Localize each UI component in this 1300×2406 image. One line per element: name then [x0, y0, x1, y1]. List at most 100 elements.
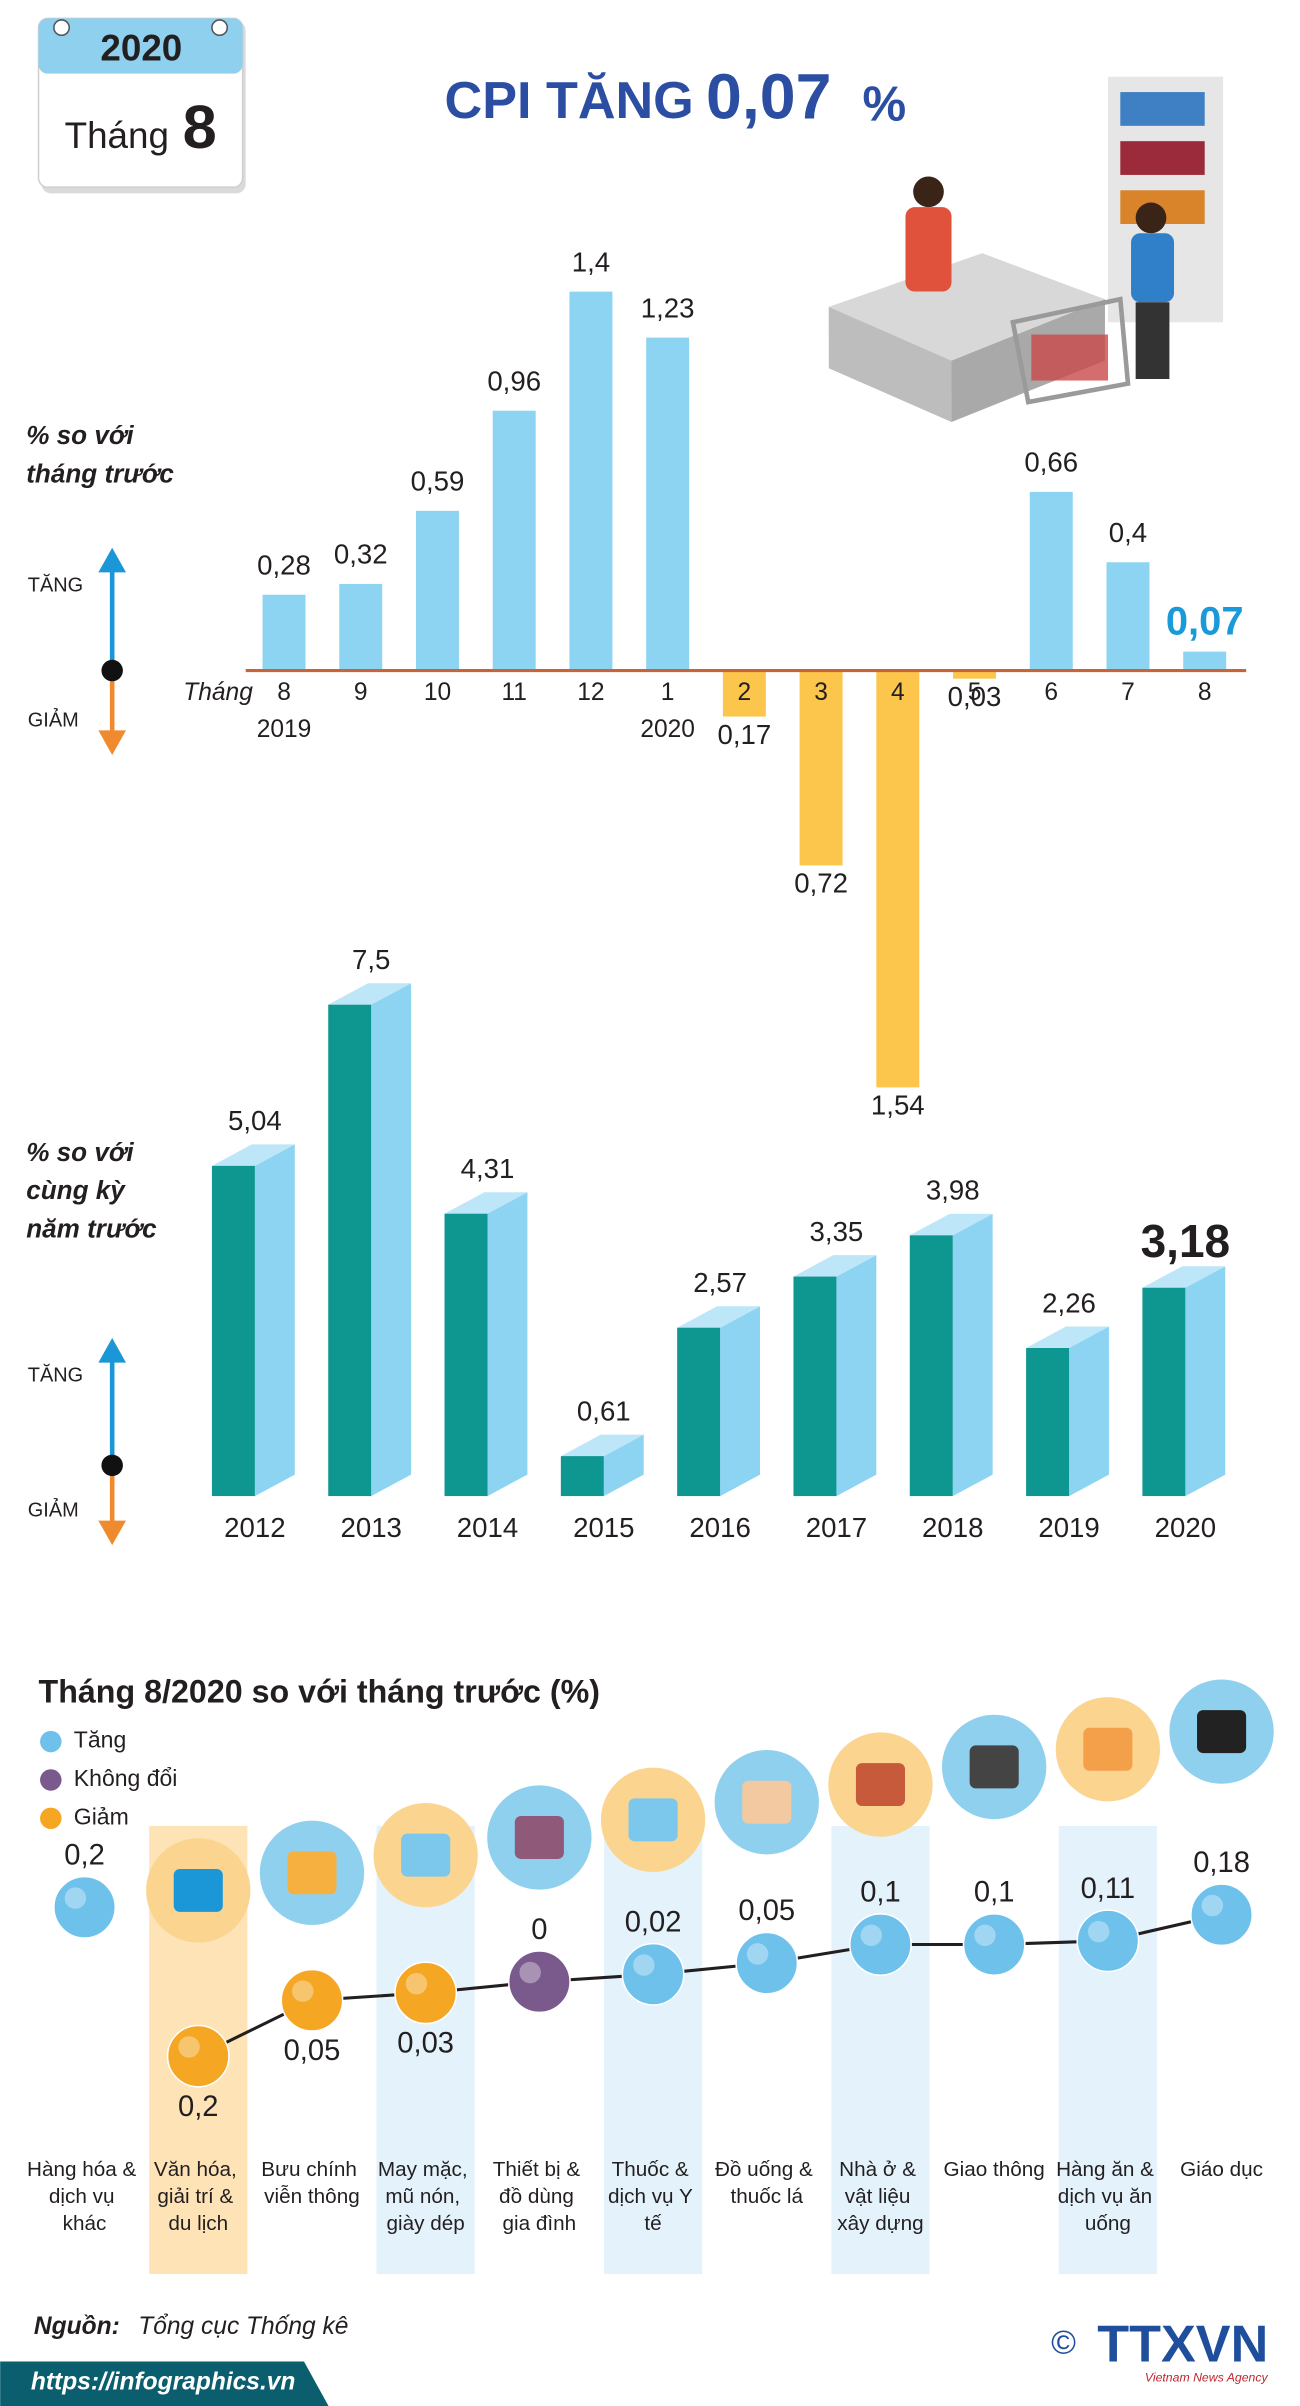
category-icon-glyph — [1197, 1710, 1247, 1754]
value-label: 1,54 — [871, 1090, 925, 1121]
bar-top — [677, 1306, 761, 1328]
dot-shine — [519, 1961, 541, 1984]
value-label: 0,59 — [411, 466, 465, 497]
url: https://infographics.vn — [31, 2368, 296, 2395]
bar — [1106, 562, 1150, 671]
category-icon-glyph — [742, 1780, 792, 1824]
chart-title: Tháng 8/2020 so với tháng trước (%) — [39, 1674, 600, 1710]
x-tick-label: 6 — [1044, 679, 1058, 706]
x-tick-label: 2 — [738, 679, 752, 706]
title-unit: % — [863, 77, 907, 131]
calendar-year: 2020 — [100, 27, 182, 68]
bar-side — [1069, 1326, 1109, 1497]
category-label: Đồ uống & thuốc lá — [715, 2159, 819, 2209]
x-axis-label: Tháng — [183, 679, 253, 706]
bar — [339, 583, 383, 671]
value-label: 0,2 — [64, 1839, 105, 1871]
category-label: Văn hóa, giải trí & du lịch — [154, 2159, 243, 2236]
dot-shine — [1087, 1920, 1110, 1943]
bar — [1026, 1348, 1070, 1497]
bar — [1029, 491, 1073, 671]
x-tick-label: 2016 — [689, 1512, 750, 1543]
category-icon-glyph — [173, 1868, 223, 1912]
bar — [876, 670, 920, 1088]
category-icon-glyph — [969, 1745, 1019, 1789]
up-label: TĂNG — [28, 573, 83, 596]
bar — [793, 1276, 837, 1497]
bar — [569, 291, 613, 671]
x-tick-label: 10 — [424, 679, 451, 706]
arrow-head — [98, 1520, 126, 1546]
x-tick-label: 2013 — [340, 1512, 401, 1543]
dot — [507, 1950, 571, 2014]
value-label: 0,02 — [625, 1906, 682, 1938]
copyright: © — [1051, 2324, 1076, 2362]
value-label: 0,05 — [738, 1895, 795, 1927]
bar — [646, 337, 690, 671]
agency: Vietnam News Agency — [1145, 2371, 1269, 2385]
source-label: Nguồn: — [34, 2313, 120, 2340]
dot — [394, 1961, 458, 2025]
legend-swatch — [40, 1807, 62, 1830]
dot-shine — [974, 1924, 996, 1947]
category-label: Bưu chính viễn thông — [261, 2159, 362, 2209]
category-icon-glyph — [855, 1763, 906, 1807]
bar-top — [444, 1192, 528, 1214]
y-axis-label: % so với — [26, 420, 134, 450]
bar — [722, 670, 766, 717]
column-highlight — [1058, 1825, 1157, 2275]
x-tick-label: 8 — [1198, 679, 1212, 706]
column-highlight — [603, 1825, 703, 2275]
category-icon-glyph — [628, 1798, 678, 1842]
value-label: 0,1 — [974, 1877, 1015, 1909]
bar-top — [560, 1434, 644, 1457]
dot — [280, 1968, 344, 2032]
value-label: 0,03 — [397, 2028, 454, 2060]
bar-side — [603, 1434, 644, 1497]
category-label: Thuốc & dịch vụ Y tế — [608, 2159, 698, 2236]
x-tick-label: 12 — [577, 679, 604, 706]
x-tick-label: 2012 — [224, 1512, 285, 1543]
connector-line — [197, 1913, 1222, 2058]
y-axis-label: năm trước — [26, 1214, 157, 1244]
x-tick-label: 4 — [891, 679, 905, 706]
legend-label: Giảm — [74, 1803, 129, 1829]
bar-side — [371, 983, 412, 1497]
bar — [909, 1235, 953, 1497]
value-label: 4,31 — [461, 1153, 515, 1184]
arrow-dot — [101, 659, 123, 682]
bar — [492, 410, 536, 671]
dot — [735, 1931, 799, 1995]
category-label: Hàng hóa & dịch vụ khác — [27, 2159, 142, 2236]
bar-top — [211, 1144, 295, 1166]
category-icon-glyph — [1083, 1727, 1133, 1771]
x-tick-label: 9 — [354, 679, 368, 706]
value-label: 0,11 — [1081, 1873, 1136, 1905]
logo: TTXVN — [1097, 2315, 1268, 2373]
dot-shine — [405, 1972, 428, 1995]
dot — [962, 1913, 1026, 1976]
x-tick-label: 11 — [501, 679, 526, 706]
dot-shine — [633, 1954, 655, 1976]
category-icon-glyph — [401, 1833, 451, 1877]
calendar-ring — [53, 19, 70, 37]
value-label: 0,66 — [1024, 447, 1078, 478]
category-label: Giáo dục — [1180, 2159, 1263, 2182]
dot-shine — [746, 1943, 769, 1965]
dot — [1190, 1883, 1254, 1947]
url-bar — [0, 2361, 329, 2406]
dot — [53, 1875, 117, 1939]
title-value: 0,07 — [706, 60, 831, 132]
x-tick-label: 8 — [277, 679, 291, 706]
x-tick-label: 3 — [814, 679, 828, 706]
dot-shine — [64, 1887, 87, 1909]
calendar-month-word: Tháng — [65, 115, 169, 156]
calendar-top — [38, 18, 243, 74]
value-label: 1,4 — [572, 246, 610, 277]
down-label: GIẢM — [28, 708, 79, 731]
bar — [262, 594, 306, 671]
bar — [560, 1456, 604, 1497]
value-label: 5,04 — [228, 1105, 282, 1136]
legend-label: Tăng — [74, 1727, 126, 1753]
